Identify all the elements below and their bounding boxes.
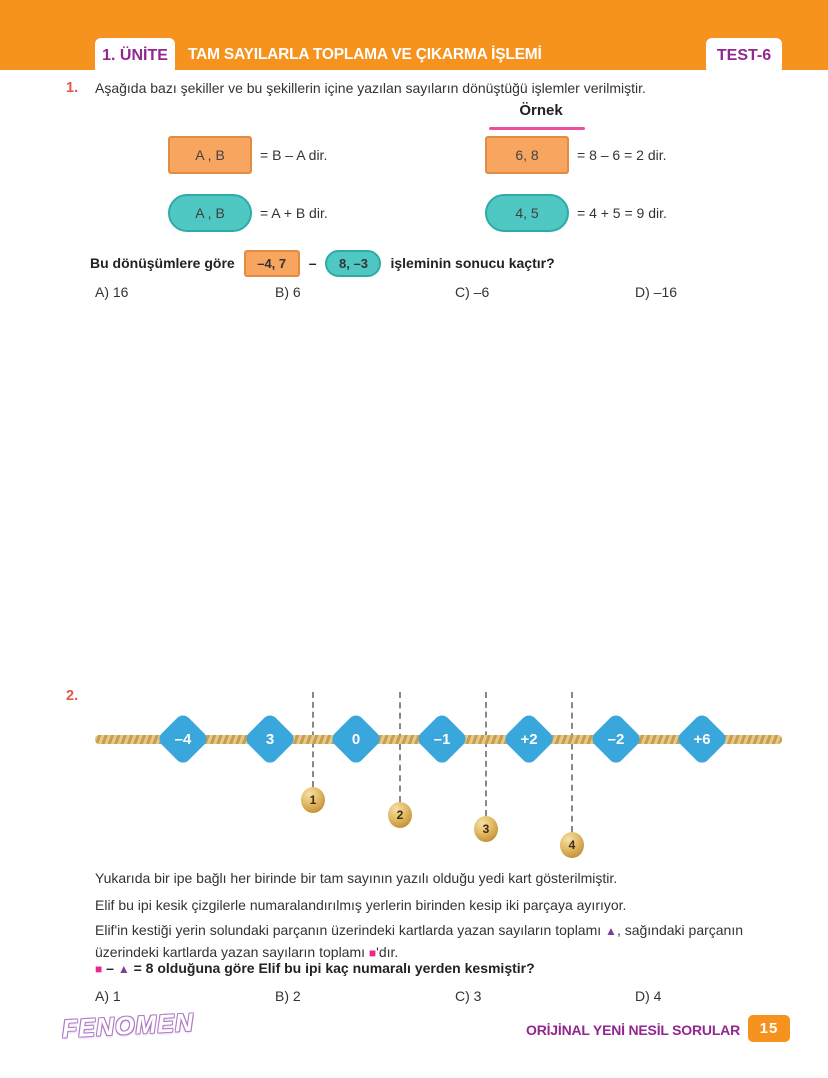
- question-1-prompt: Bu dönüşümlere göre –4, 7 – 8, –3 işlemi…: [90, 249, 555, 277]
- square-icon: ■: [95, 962, 103, 976]
- card-value: +2: [520, 730, 538, 748]
- cut-point-ball-1: 1: [301, 787, 325, 813]
- q2-question-line: ■ – ▲ = 8 olduğuna göre Elif bu ipi kaç …: [95, 960, 787, 976]
- q1-option-c: C) –6: [455, 284, 490, 300]
- card-value: 3: [265, 730, 275, 748]
- cut-line-3: [485, 692, 487, 816]
- number-card: –4: [156, 712, 210, 766]
- cut-line-2: [399, 692, 401, 802]
- prompt-minus-sign: –: [308, 255, 317, 271]
- q2-bold-rest: = 8 olduğuna göre Elif bu ipi kaç numara…: [129, 960, 535, 976]
- example-heading: Örnek: [519, 102, 563, 119]
- example-underline: [489, 127, 585, 130]
- prompt-oval-shape: 8, –3: [325, 249, 382, 277]
- number-card: –2: [589, 712, 643, 766]
- oval-rule-equation: = A + B dir.: [260, 205, 328, 221]
- cut-point-ball-4: 4: [560, 832, 584, 858]
- q1-option-b: B) 6: [275, 284, 301, 300]
- publisher-logo: FENOMEN: [61, 1008, 195, 1044]
- rect-example-shape: 6, 8: [485, 136, 569, 174]
- number-card: 3: [243, 712, 297, 766]
- oval-example-equation: = 4 + 5 = 9 dir.: [577, 205, 667, 221]
- q2-p3-text-b: , sağındaki parçanın üzerindeki kartlard…: [95, 922, 744, 960]
- unit-badge: 1. ÜNİTE: [95, 38, 175, 74]
- square-icon: ■: [368, 945, 377, 960]
- cut-point-ball-3: 3: [474, 816, 498, 842]
- number-card: 0: [329, 712, 383, 766]
- cut-line-4: [571, 692, 573, 832]
- page-number-badge: 15: [748, 1015, 790, 1042]
- q2-option-d: D) 4: [635, 988, 662, 1004]
- q2-option-c: C) 3: [455, 988, 482, 1004]
- q2-paragraph-3: Elif'in kestiği yerin solundaki parçanın…: [95, 920, 787, 964]
- card-value: –4: [174, 730, 192, 748]
- oval-example-label: 4, 5: [515, 205, 539, 221]
- card-value: +6: [693, 730, 711, 748]
- q2-bold-minus: –: [102, 960, 118, 976]
- chapter-title: TAM SAYILARLA TOPLAMA VE ÇIKARMA İŞLEMİ: [188, 46, 542, 63]
- number-card: –1: [415, 712, 469, 766]
- prompt-rect-shape: –4, 7: [243, 249, 300, 277]
- test-label: TEST-6: [716, 47, 772, 64]
- question-1-intro: Aşağıda bazı şekiller ve bu şekillerin i…: [95, 80, 646, 96]
- q2-p3-text-c: 'dır.: [376, 943, 399, 960]
- unit-label: 1. ÜNİTE: [102, 47, 168, 64]
- q1-option-a: A) 16: [95, 284, 129, 300]
- question-1-number: 1.: [66, 80, 79, 96]
- test-badge: TEST-6: [706, 38, 782, 74]
- rect-example-label: 6, 8: [515, 147, 539, 163]
- q2-p3-text-a: Elif'in kestiği yerin solundaki parçanın…: [95, 922, 606, 938]
- prompt-prefix: Bu dönüşümlere göre: [90, 255, 235, 271]
- oval-rule-shape: A , B: [168, 194, 252, 232]
- number-card: +2: [502, 712, 556, 766]
- prompt-suffix: işleminin sonucu kaçtır?: [390, 255, 555, 271]
- number-card: +6: [675, 712, 729, 766]
- oval-rule-label: A , B: [195, 205, 225, 221]
- cut-point-ball-2: 2: [388, 802, 412, 828]
- card-value: –2: [607, 730, 625, 748]
- triangle-icon: ▲: [605, 924, 617, 938]
- triangle-icon: ▲: [117, 962, 130, 976]
- q2-option-a: A) 1: [95, 988, 121, 1004]
- oval-example-shape: 4, 5: [485, 194, 569, 232]
- rect-rule-shape: A , B: [168, 136, 252, 174]
- q2-paragraph-1: Yukarıda bir ipe bağlı her birinde bir t…: [95, 870, 618, 886]
- rect-rule-equation: = B – A dir.: [260, 147, 328, 163]
- card-value: 0: [351, 730, 361, 748]
- rect-example-equation: = 8 – 6 = 2 dir.: [577, 147, 667, 163]
- q1-option-d: D) –16: [635, 284, 678, 300]
- q2-option-b: B) 2: [275, 988, 301, 1004]
- card-value: –1: [433, 730, 451, 748]
- rect-rule-label: A , B: [195, 147, 225, 163]
- question-2-number: 2.: [66, 688, 79, 704]
- footer-tagline: ORİJİNAL YENİ NESİL SORULAR: [526, 1022, 740, 1038]
- q2-paragraph-2: Elif bu ipi kesik çizgilerle numaralandı…: [95, 897, 627, 913]
